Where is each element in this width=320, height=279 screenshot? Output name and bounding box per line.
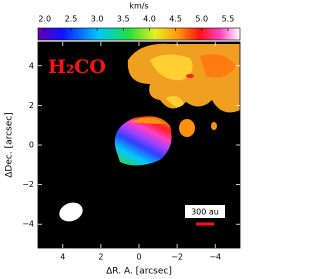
x-tick-label: 2 [98, 253, 103, 262]
y-tick-label: −2 [22, 180, 34, 189]
y-tick-label: −4 [22, 220, 34, 229]
colorbar-tick-label: 5.0 [195, 15, 208, 24]
chart: km/s H₂CO 300 au ΔR. A. [arcsec] ΔDec. [… [5, 2, 241, 277]
colorbar-tick-label: 4.5 [169, 15, 182, 24]
scale-bar-label: 300 au [191, 208, 219, 217]
colorbar-tick-label: 5.5 [222, 15, 235, 24]
colorbar-tick-label: 3.0 [91, 15, 104, 24]
emission [59, 43, 240, 222]
y-tick-label: 4 [29, 61, 34, 70]
y-tick-label: 0 [29, 141, 34, 150]
x-tick-label: 4 [60, 253, 65, 262]
y-axis-label: ΔDec. [arcsec] [5, 112, 15, 177]
colorbar-label: km/s [129, 2, 148, 11]
colorbar-tick-label: 2.0 [38, 15, 51, 24]
colorbar-tick-label: 4.0 [143, 15, 156, 24]
molecule-label: H₂CO [48, 56, 106, 78]
colorbar [37, 27, 241, 41]
colorbar-tick-label: 2.5 [65, 15, 78, 24]
x-tick-label: 0 [136, 253, 141, 262]
x-tick-label: −4 [209, 253, 221, 262]
colorbar-tick-label: 3.5 [117, 15, 130, 24]
x-axis-label: ΔR. A. [arcsec] [106, 267, 172, 277]
x-tick-label: −2 [171, 253, 183, 262]
scale-box [185, 205, 225, 218]
y-tick-label: 2 [29, 101, 34, 110]
